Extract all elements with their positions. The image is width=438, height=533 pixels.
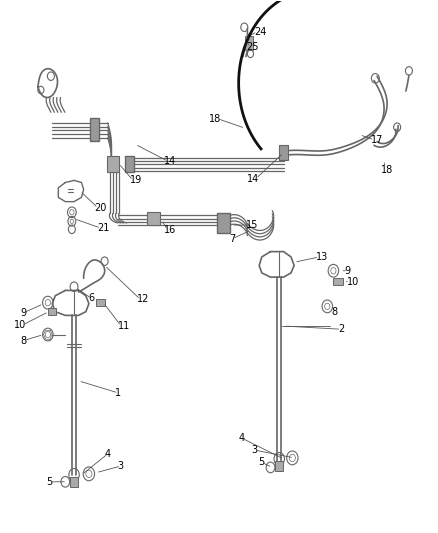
Text: 17: 17 — [371, 135, 383, 145]
Text: 4: 4 — [238, 433, 244, 443]
Bar — [90, 118, 99, 141]
Text: 1: 1 — [115, 388, 121, 398]
Text: 15: 15 — [246, 220, 258, 230]
Bar — [276, 461, 283, 471]
Bar — [70, 477, 78, 487]
Bar — [245, 36, 253, 50]
Text: 14: 14 — [247, 174, 259, 184]
Text: 6: 6 — [88, 293, 94, 303]
Bar — [96, 299, 105, 306]
Text: 3: 3 — [251, 445, 258, 455]
Bar — [107, 157, 120, 172]
Text: 25: 25 — [246, 43, 258, 52]
Text: 5: 5 — [46, 477, 52, 487]
Text: 10: 10 — [14, 320, 26, 330]
Text: 3: 3 — [118, 461, 124, 471]
Bar — [125, 157, 134, 172]
Text: 9: 9 — [20, 308, 26, 318]
Text: 4: 4 — [105, 449, 111, 458]
Text: 2: 2 — [338, 324, 344, 334]
Text: 5: 5 — [258, 457, 265, 467]
Text: 18: 18 — [381, 165, 394, 175]
Bar — [333, 278, 343, 285]
Text: 8: 8 — [20, 336, 26, 346]
Bar — [48, 309, 56, 315]
Text: 12: 12 — [137, 294, 149, 304]
Text: 10: 10 — [346, 278, 359, 287]
Text: 18: 18 — [209, 114, 221, 124]
Text: 9: 9 — [345, 266, 351, 276]
Text: 13: 13 — [316, 252, 328, 262]
Text: 21: 21 — [98, 223, 110, 233]
Text: 7: 7 — [230, 234, 236, 244]
Bar — [147, 212, 160, 225]
Text: 19: 19 — [130, 175, 142, 185]
Text: 24: 24 — [254, 27, 266, 37]
Text: 8: 8 — [332, 306, 338, 317]
Bar — [279, 146, 288, 160]
Text: 20: 20 — [95, 203, 107, 213]
Text: 14: 14 — [164, 156, 177, 166]
Bar — [217, 213, 230, 233]
Text: 11: 11 — [118, 321, 130, 331]
Text: 16: 16 — [164, 225, 177, 236]
